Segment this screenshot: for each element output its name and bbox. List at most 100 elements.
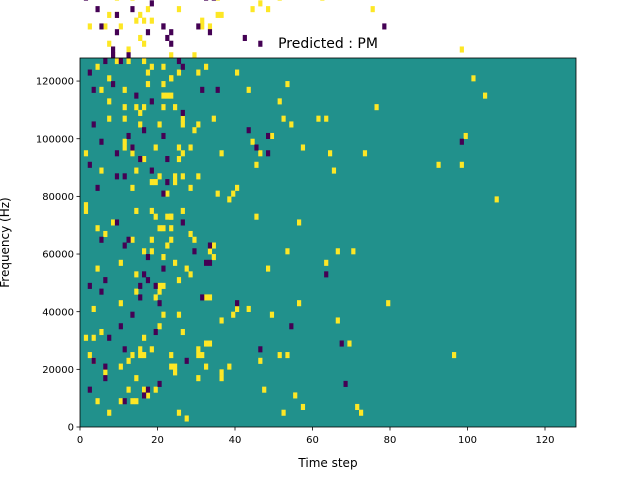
- heatmap-cell-high: [277, 0, 282, 1]
- heatmap-cell-high: [347, 340, 352, 347]
- heatmap-cell-low: [184, 357, 189, 364]
- heatmap-cell-high: [192, 127, 197, 134]
- y-axis: 0 20000 40000 60000 80000 100000 120000: [36, 77, 80, 434]
- heatmap-cells: [83, 0, 499, 422]
- heatmap-cell-high: [215, 190, 220, 197]
- heatmap-cell-high: [134, 104, 139, 111]
- x-tick-label: 40: [229, 435, 242, 446]
- heatmap-cell-high: [114, 58, 120, 65]
- heatmap-cell-low: [196, 23, 201, 30]
- heatmap-cell-high: [173, 363, 178, 370]
- heatmap-cell-high: [227, 363, 232, 370]
- heatmap-cell-high: [235, 69, 240, 76]
- heatmap-cell-high: [471, 75, 476, 82]
- heatmap-cell-high: [211, 242, 216, 249]
- heatmap-cell-high: [130, 0, 135, 1]
- heatmap-cell-high: [463, 132, 468, 140]
- heatmap-cell-low: [204, 0, 209, 1]
- heatmap-cell-low: [114, 219, 120, 226]
- heatmap-cell-high: [153, 179, 158, 186]
- heatmap-cell-low: [87, 386, 92, 393]
- heatmap-cell-high: [180, 173, 185, 180]
- y-tick-label: 40000: [42, 307, 74, 318]
- heatmap-cell-high: [149, 207, 154, 214]
- heatmap-cell-low: [103, 58, 108, 65]
- heatmap-cell-high: [134, 398, 139, 405]
- heatmap-cell-high: [149, 248, 154, 255]
- heatmap-cell-high: [138, 121, 143, 128]
- heatmap-cell-low: [200, 86, 205, 93]
- heatmap-cell-low: [258, 40, 263, 47]
- heatmap-cell-high: [169, 363, 174, 370]
- heatmap-cell-high: [494, 196, 499, 203]
- heatmap-cell-high: [192, 236, 197, 243]
- heatmap-cell-low: [145, 277, 151, 284]
- heatmap-cell-high: [149, 63, 154, 70]
- heatmap-cell-high: [161, 81, 166, 88]
- heatmap-cell-low: [142, 271, 147, 278]
- heatmap-cell-high: [192, 52, 197, 59]
- heatmap-cell-high: [126, 58, 131, 65]
- heatmap-cell-low: [83, 0, 89, 1]
- heatmap-cell-high: [204, 363, 209, 370]
- heatmap-cell-low: [95, 6, 100, 13]
- heatmap-cell-high: [173, 179, 178, 186]
- heatmap-cell-low: [138, 294, 143, 301]
- heatmap-cell-high: [157, 225, 162, 232]
- heatmap-cell-high: [300, 403, 306, 411]
- heatmap-cell-high: [184, 415, 189, 422]
- heatmap-cell-low: [246, 127, 251, 134]
- heatmap-cell-high: [87, 352, 92, 359]
- heatmap-cell-high: [165, 92, 170, 99]
- plot-background: [80, 58, 576, 427]
- heatmap-cell-high: [118, 23, 123, 30]
- heatmap-cell-high: [99, 86, 104, 93]
- y-tick-label: 20000: [42, 365, 74, 376]
- heatmap-cell-low: [126, 236, 131, 243]
- heatmap-cell-low: [207, 242, 213, 249]
- heatmap-cell-low: [235, 300, 240, 307]
- heatmap-cell-low: [343, 380, 348, 387]
- heatmap-cell-high: [235, 305, 240, 312]
- heatmap-cell-high: [130, 236, 135, 243]
- heatmap-cell-high: [161, 104, 166, 111]
- heatmap-cell-high: [184, 265, 189, 272]
- heatmap-cell-low: [142, 392, 147, 399]
- heatmap-cell-high: [142, 352, 147, 359]
- heatmap-cell-low: [87, 69, 92, 76]
- heatmap-cell-high: [138, 109, 143, 116]
- heatmap-cell-low: [165, 156, 170, 163]
- heatmap-cell-high: [130, 150, 135, 157]
- y-tick-label: 60000: [42, 250, 74, 261]
- heatmap-cell-low: [118, 58, 123, 65]
- heatmap-cell-high: [130, 398, 135, 405]
- heatmap-cell-high: [180, 207, 185, 214]
- heatmap-cell-high: [169, 75, 174, 82]
- heatmap-cell-high: [436, 161, 441, 168]
- heatmap-cell-high: [459, 46, 464, 53]
- heatmap-cell-high: [300, 144, 306, 151]
- heatmap-cell-high: [258, 0, 263, 7]
- heatmap-cell-high: [200, 352, 205, 359]
- plot-frame: [79, 57, 577, 428]
- heatmap-cell-high: [359, 409, 364, 416]
- heatmap-cell-high: [142, 334, 147, 341]
- heatmap-cell-high: [328, 150, 333, 157]
- heatmap-cell-high: [118, 300, 123, 307]
- heatmap-cell-low: [142, 127, 147, 134]
- heatmap-cell-high: [316, 115, 321, 122]
- heatmap-cell-low: [91, 86, 96, 93]
- heatmap-cell-high: [107, 75, 112, 82]
- heatmap-cell-low: [114, 29, 120, 36]
- heatmap-cell-high: [200, 17, 205, 24]
- heatmap-cell-high: [107, 115, 112, 122]
- heatmap-cell-low: [99, 236, 104, 243]
- heatmap-cell-high: [262, 386, 267, 393]
- heatmap-cell-low: [134, 92, 139, 99]
- heatmap-cell-high: [173, 369, 178, 376]
- heatmap-cell-low: [138, 282, 143, 289]
- heatmap-cell-high: [114, 0, 120, 1]
- heatmap-cell-low: [130, 311, 135, 318]
- heatmap-cell-high: [180, 115, 185, 122]
- heatmap-cell-high: [335, 248, 340, 255]
